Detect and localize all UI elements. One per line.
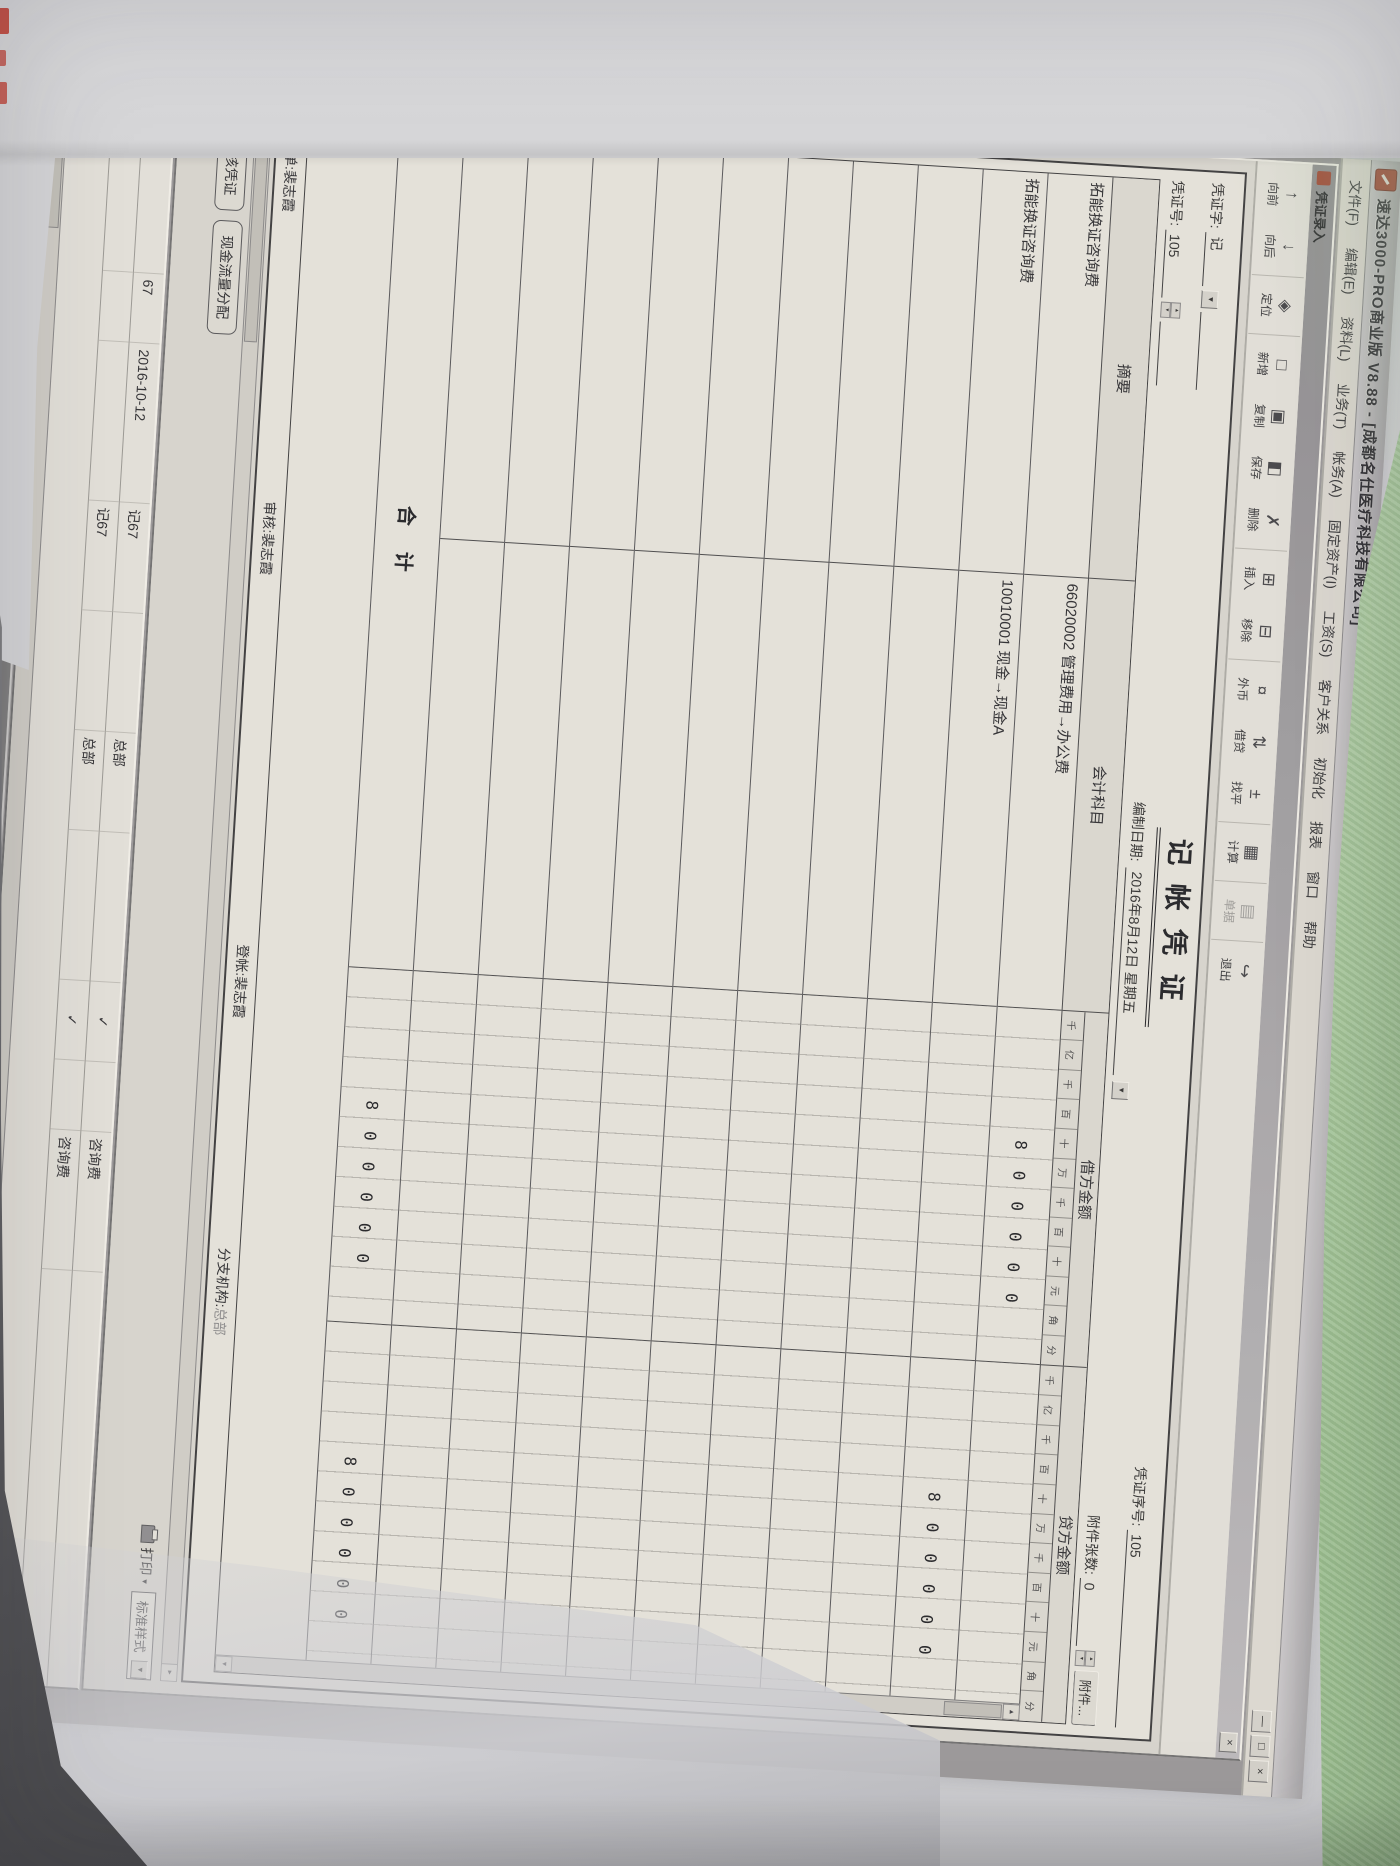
- voucher-table: 摘要 会计科目 借方金额 千亿千百十万千百十元角分 贷方金额: [213, 127, 1161, 1725]
- auditor-label: 审核:: [260, 500, 279, 534]
- printer-icon: [140, 1525, 156, 1544]
- debit-credit-icon: [1249, 735, 1268, 750]
- voucher-serial-label: 凭证序号:: [1129, 1466, 1149, 1527]
- list-word-no: 记67: [113, 502, 150, 614]
- voucher-word-label: 凭证字:: [1207, 182, 1227, 230]
- list-branch: 总部: [68, 730, 105, 832]
- scrollbar-thumb[interactable]: [943, 1700, 1003, 1719]
- attachment-button[interactable]: 附件...: [1071, 1669, 1100, 1727]
- voucher-date-dropdown-icon[interactable]: ▾: [1111, 1080, 1130, 1100]
- toolbar-balance-button[interactable]: 找平: [1219, 766, 1274, 821]
- menu-crm[interactable]: 客户关系: [1313, 678, 1334, 736]
- voucher-paper: 凭证字: 记 ▾ 记帐凭证 凭证序号: 105: [180, 113, 1248, 1742]
- menu-init[interactable]: 初始化: [1309, 756, 1329, 800]
- list-voucher-no: 67: [129, 272, 164, 345]
- red-edge-marks: [0, 8, 9, 104]
- cashflow-allocation-button[interactable]: 现金流量分配: [206, 219, 244, 336]
- toolbar-document-button: 单据: [1211, 884, 1266, 939]
- voucher-entry-window: 凭证录入 × 向前 向后: [81, 93, 1339, 1762]
- paper-top-margin: [0, 0, 1400, 158]
- remove-row-icon: [1256, 624, 1275, 639]
- toolbar-foreign-currency-button[interactable]: 外币: [1225, 662, 1280, 717]
- toolbar-debit-credit-button[interactable]: 借贷: [1222, 714, 1277, 769]
- voucher-date-value[interactable]: 2016年8月12日 星期五: [1112, 866, 1148, 1076]
- mdi-window-controls: — □ ×: [1247, 1709, 1273, 1787]
- maker-value: 裴志霞: [279, 169, 299, 213]
- exit-icon: [1235, 963, 1254, 978]
- menu-help[interactable]: 帮助: [1300, 920, 1319, 950]
- scroll-up-icon[interactable]: ▴: [1002, 1703, 1021, 1721]
- list-voucher-no: [98, 270, 133, 343]
- insert-row-icon: [1259, 572, 1278, 587]
- auditor-value: 裴志霞: [257, 532, 277, 576]
- toolbar-insert-button[interactable]: 插入: [1232, 552, 1287, 607]
- toolbar-remove-button[interactable]: 移除: [1229, 603, 1284, 658]
- voucher-window-close-icon[interactable]: ×: [1218, 1731, 1238, 1753]
- minimize-button[interactable]: —: [1250, 1709, 1273, 1733]
- bottom-shadow: [0, 1796, 1400, 1866]
- delete-icon: [1262, 513, 1281, 528]
- voucher-number-value[interactable]: 105: [1161, 229, 1184, 299]
- voucher-date-label: 编制日期:: [1127, 801, 1148, 863]
- branch-value: 总部: [211, 1307, 229, 1337]
- attachment-count-spinner[interactable]: ▴ ▾: [1075, 1650, 1097, 1668]
- mdi-client-area: 凭证录入 × 向前 向后: [0, 79, 1342, 1796]
- restore-button[interactable]: □: [1249, 1734, 1271, 1758]
- attachment-count-label: 附件张数:: [1082, 1514, 1103, 1576]
- toolbar-delete-button[interactable]: 删除: [1235, 493, 1290, 548]
- voucher-word-dropdown-icon[interactable]: ▾: [1200, 289, 1219, 309]
- foreign-currency-icon: [1252, 685, 1271, 696]
- toolbar-exit-button[interactable]: 退出: [1208, 943, 1263, 998]
- toolbar-calculate-button[interactable]: 计算: [1215, 825, 1270, 880]
- voucher-number-label: 凭证号:: [1167, 179, 1187, 227]
- paper-fold-shadow: [0, 140, 1400, 166]
- voucher-word-value[interactable]: 记: [1202, 232, 1228, 288]
- menu-fixed-assets[interactable]: 固定资产(I): [1322, 519, 1344, 590]
- document-icon: [1238, 903, 1257, 920]
- balance-icon: [1246, 789, 1265, 799]
- list-checkmark: ✓: [85, 981, 121, 1064]
- menu-payroll[interactable]: 工资(S): [1318, 610, 1338, 658]
- voucher-number-spinner[interactable]: ▴ ▾: [1160, 301, 1182, 319]
- app-screenshot: 速达3000-PRO商业版 V8.88 - [成都名仕医疗科技有限公司] 文件(…: [0, 76, 1400, 1799]
- branch-label: 分支机构:: [212, 1247, 233, 1309]
- poster-label: 登帐:: [233, 944, 252, 977]
- save-icon: [1266, 460, 1285, 477]
- attachment-count-value[interactable]: 0: [1076, 1578, 1099, 1648]
- list-checkmark: ✓: [54, 979, 90, 1062]
- voucher-serial-value: 105: [1114, 1529, 1145, 1729]
- close-button[interactable]: ×: [1247, 1759, 1270, 1783]
- menu-window[interactable]: 窗口: [1303, 870, 1322, 900]
- voucher-form-area: 凭证字: 记 ▾ 记帐凭证 凭证序号: 105: [83, 95, 1256, 1755]
- poster-value: 裴志霞: [230, 975, 250, 1019]
- menu-reports[interactable]: 报表: [1306, 820, 1325, 850]
- list-branch: 总部: [99, 731, 136, 834]
- calculator-icon: [1242, 845, 1261, 862]
